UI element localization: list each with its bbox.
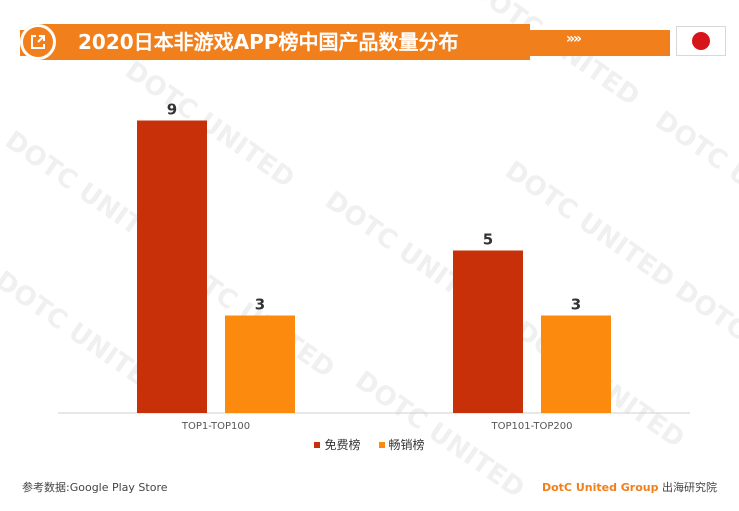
legend-swatch-free	[314, 441, 321, 448]
bar-paid-1	[225, 315, 295, 413]
legend-label-free: 免费榜	[324, 438, 361, 452]
bar-free-1	[137, 120, 207, 413]
header-tab	[20, 24, 530, 60]
legend-swatch-paid	[378, 441, 385, 448]
external-link-icon	[31, 35, 45, 49]
legend-item-free: 免费榜	[314, 436, 361, 453]
x-tick-label-1: TOP1-TOP100	[181, 421, 250, 430]
bar-free-2	[453, 250, 523, 413]
chart-legend: 免费榜 畅销榜	[0, 436, 739, 453]
bar-chart: 9 3 TOP1-TOP100 5 3 TOP101-TOP200	[58, 101, 690, 430]
flag-sun-circle	[692, 32, 710, 50]
share-icon[interactable]	[20, 24, 56, 60]
data-label-free-1: 9	[167, 101, 177, 119]
data-label-free-2: 5	[483, 231, 493, 249]
japan-flag-icon	[676, 26, 726, 56]
data-label-paid-2: 3	[571, 296, 581, 314]
page-title: 2020日本非游戏APP榜中国产品数量分布	[78, 30, 459, 54]
brand-subtitle: 出海研究院	[662, 481, 717, 494]
x-tick-label-2: TOP101-TOP200	[491, 421, 573, 430]
brand-credit: DotC United Group 出海研究院	[542, 479, 717, 495]
brand-name: DotC United Group	[541, 481, 659, 494]
bar-paid-2	[541, 315, 611, 413]
data-label-paid-1: 3	[255, 296, 265, 314]
legend-item-paid: 畅销榜	[378, 436, 425, 453]
legend-label-paid: 畅销榜	[388, 438, 425, 452]
data-source: 参考数据:Google Play Store	[22, 481, 168, 494]
chevron-right-icon: »»	[566, 31, 582, 47]
